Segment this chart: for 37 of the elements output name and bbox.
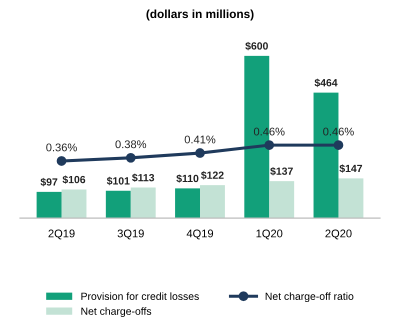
data-label: 0.38%: [115, 140, 146, 148]
data-label: $147: [339, 164, 362, 173]
x-tick-label: 4Q19: [186, 230, 214, 240]
bar: [130, 188, 156, 218]
legend-label: Provision for credit losses: [81, 292, 199, 300]
point: [126, 152, 136, 163]
data-label: $464: [314, 78, 338, 88]
data-label: $122: [201, 171, 224, 180]
bar: [200, 185, 225, 218]
data-label: 0.36%: [46, 144, 77, 152]
x-tick-label: 3Q19: [118, 230, 144, 240]
data-label: 0.46%: [323, 128, 354, 136]
x-tick-label: 2Q19: [48, 230, 75, 240]
data-label: $101: [106, 176, 130, 186]
bar: [175, 188, 200, 218]
x-tick-label: 2Q20: [325, 230, 352, 240]
legend-label: Net charge-offs: [81, 307, 152, 317]
data-label: 0.46%: [254, 128, 285, 136]
point: [264, 140, 274, 150]
bar: [62, 189, 86, 218]
data-label: $110: [176, 174, 198, 183]
data-label: 0.41%: [184, 136, 216, 144]
point: [334, 140, 344, 150]
data-label: $113: [132, 174, 154, 182]
data-label: $137: [270, 167, 293, 176]
data-label: $106: [62, 175, 86, 184]
point: [195, 148, 205, 158]
x-tick-label: 1Q20: [256, 230, 282, 240]
bar: [106, 190, 131, 218]
bar: [269, 181, 294, 218]
chart-title: (dollars in millions): [146, 9, 254, 20]
bar: [36, 192, 62, 218]
data-label: $600: [245, 42, 268, 50]
point: [56, 156, 66, 166]
bar: [338, 178, 364, 218]
data-label: $97: [40, 178, 58, 186]
legend-label: Net charge-off ratio: [266, 292, 354, 302]
